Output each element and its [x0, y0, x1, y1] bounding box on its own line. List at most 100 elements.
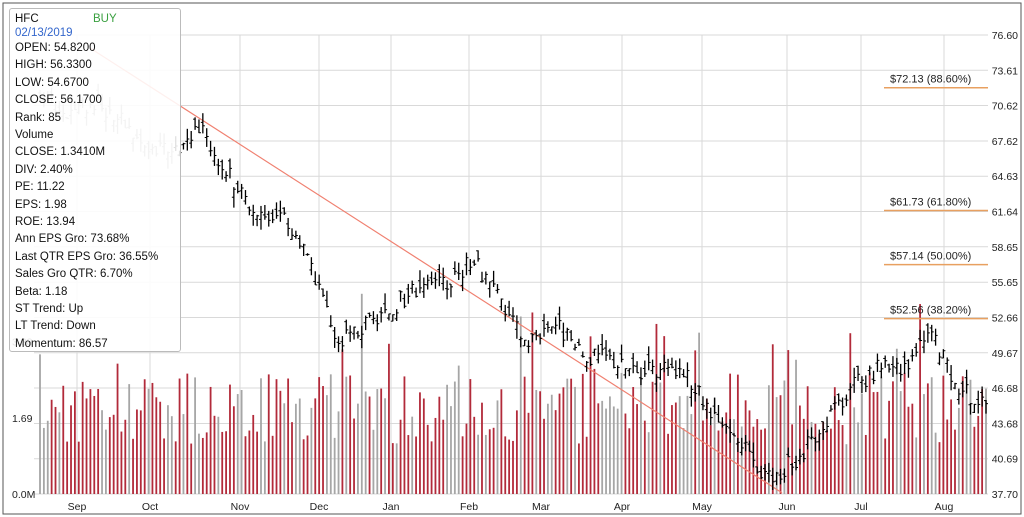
volume-bar [151, 382, 154, 494]
volume-bar [337, 411, 340, 494]
volume-bar [294, 403, 297, 494]
volume-bar [667, 433, 669, 494]
volume-bar [329, 374, 332, 494]
volume-bar [213, 415, 216, 494]
fib-levels: $72.13 (88.60%) $61.73 (61.80%) $57.14 (50… [884, 74, 988, 320]
volume-bar [442, 419, 445, 494]
volume-bar [605, 408, 607, 494]
quote-date: 02/13/2019 [15, 27, 73, 39]
volume-bar [620, 372, 623, 494]
volume-bar [248, 430, 251, 494]
volume-bar [221, 431, 224, 494]
fib-level-label: $72.13 (88.60%) [890, 74, 971, 86]
volume-bar [395, 443, 398, 494]
volume-bar [837, 420, 840, 494]
volume-bar [721, 421, 724, 494]
downtrend-line [89, 47, 783, 494]
volume-bar [364, 391, 367, 494]
volume-bar [930, 377, 933, 494]
volume-bar [601, 400, 604, 494]
stat-row: PE: 11.22 [15, 181, 65, 194]
volume-bar [938, 442, 941, 494]
volume-bar [926, 383, 929, 494]
volume-bar [985, 388, 987, 494]
volume-bar [923, 394, 925, 494]
volume-bar [554, 410, 557, 494]
volume-bar [857, 422, 859, 494]
volume-bar [740, 426, 743, 494]
stat-row: LOW: 54.6700 [15, 76, 89, 89]
volume-bar [589, 336, 592, 494]
volume-bar [733, 419, 735, 494]
volume-bar [830, 428, 832, 494]
volume-bar [46, 420, 49, 494]
volume-bar [872, 392, 875, 494]
volume-bar [403, 376, 406, 494]
volume-bar [93, 395, 96, 494]
volume-bar [597, 403, 600, 494]
volume-bar [488, 429, 491, 494]
fib-level-label: $61.73 (61.80%) [890, 196, 971, 208]
volume-bar [965, 376, 968, 494]
volume-bar [298, 398, 301, 494]
volume-bar [698, 332, 700, 494]
volume-bar [523, 376, 526, 494]
volume-bar [326, 395, 328, 494]
price-tick-label: 76.60 [992, 30, 1018, 42]
volume-bar [244, 436, 247, 494]
volume-bar [70, 405, 72, 494]
volume-bar [112, 414, 115, 494]
volume-bar [907, 406, 910, 494]
volume-bar [260, 378, 262, 494]
volume-bar [694, 350, 697, 494]
volume-bar [97, 388, 100, 494]
volume-bar [232, 406, 235, 494]
volume-bar [636, 404, 638, 494]
volume-bar [116, 363, 119, 494]
volume-tick-label: 0.0M [12, 489, 35, 501]
volume-bar [469, 379, 472, 494]
trendline-layer [89, 47, 783, 494]
volume-bar [736, 374, 739, 494]
volume-bar [407, 435, 410, 494]
volume-bar [895, 348, 898, 494]
volume-bar [163, 438, 165, 494]
volume-bar [357, 403, 359, 494]
month-tick-label: Jan [383, 501, 400, 513]
volume-bar [419, 392, 421, 494]
volume-bar [81, 381, 84, 494]
volume-bar [267, 374, 270, 494]
month-tick-label: Sep [68, 501, 87, 513]
volume-bar [205, 432, 208, 494]
volume-bar [674, 402, 677, 494]
month-tick-label: Jul [854, 501, 867, 513]
volume-bar [787, 350, 790, 494]
volume-bar [217, 416, 220, 494]
volume-bar [209, 386, 212, 494]
volume-bar [791, 424, 794, 494]
fib-level-label: $57.14 (50.00%) [890, 251, 971, 263]
volume-bar [496, 400, 499, 494]
month-tick-label: Feb [460, 501, 478, 513]
volume-bar [771, 344, 774, 494]
volume-bar [384, 398, 386, 494]
volume-bar [903, 372, 906, 494]
volume-bar [62, 385, 65, 494]
month-tick-label: Aug [935, 501, 954, 513]
volume-bar [275, 379, 278, 494]
volume-bar [380, 388, 383, 494]
volume-bar [779, 395, 782, 494]
stat-row: Momentum: 86.57 [15, 337, 108, 350]
stat-row: LT Trend: Down [15, 320, 96, 333]
volume-bar [132, 438, 134, 494]
month-tick-label: Jun [779, 501, 796, 513]
volume-bar [422, 398, 425, 494]
price-axis: 76.60 73.61 70.62 67.62 64.63 61.64 58.65 55.65… [992, 30, 1018, 501]
volume-bar [201, 437, 204, 494]
fib-level-label: $52.56 (38.20%) [890, 305, 971, 317]
volume-bar [391, 443, 394, 494]
stat-row: Sales Gro QTR: 6.70% [15, 268, 133, 281]
volume-bar [527, 412, 530, 494]
volume-bar [256, 431, 259, 494]
month-tick-label: Nov [231, 501, 250, 513]
